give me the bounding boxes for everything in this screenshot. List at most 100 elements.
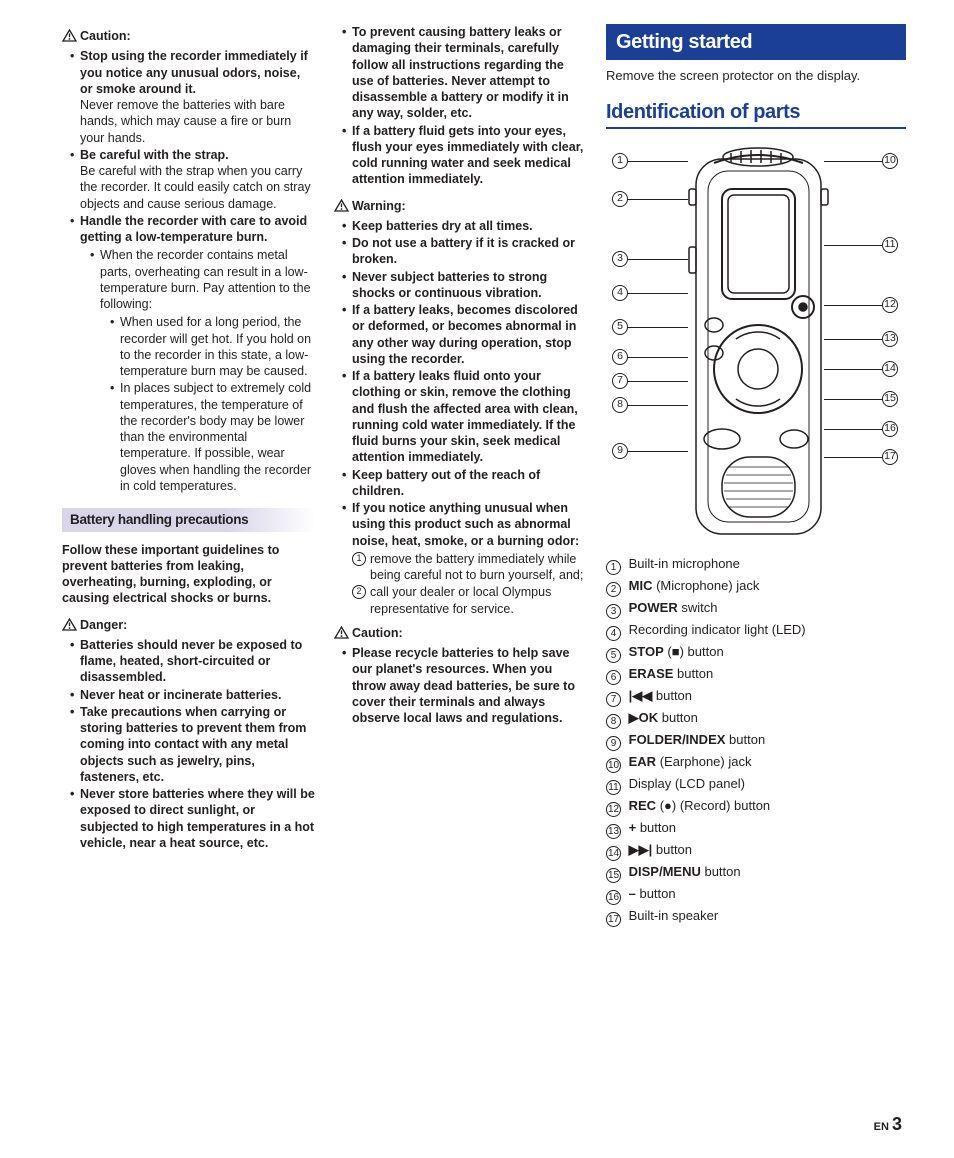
parts-diagram: 1234567891011121314151617 — [606, 139, 906, 549]
parts-list-item: 7 |◀◀ button — [606, 687, 906, 709]
callout-line — [824, 245, 882, 246]
column-3: Getting started Remove the screen protec… — [606, 24, 906, 929]
list-item: When used for a long period, the recorde… — [110, 314, 316, 379]
callout-line — [824, 339, 882, 340]
list-item: In places subject to extremely cold temp… — [110, 380, 316, 494]
parts-list-item: 9 FOLDER/INDEX button — [606, 731, 906, 753]
list-item: Be careful with the strap.Be careful wit… — [70, 147, 316, 212]
column-2: To prevent causing battery leaks or dama… — [334, 24, 588, 929]
parts-list-item: 8 ▶OK button — [606, 709, 906, 731]
parts-list-item: 13 + button — [606, 819, 906, 841]
callout-line — [628, 199, 688, 200]
list-item: Stop using the recorder immediately if y… — [70, 48, 316, 146]
callout-line — [628, 405, 688, 406]
battery-intro: Follow these important guidelines to pre… — [62, 542, 316, 607]
caution-label-2: Caution: — [352, 626, 403, 640]
callout-line — [628, 451, 688, 452]
enum-item: 1remove the battery immediately while be… — [352, 551, 588, 584]
parts-list-item: 3 POWER switch — [606, 599, 906, 621]
list-item: If a battery fluid gets into your eyes, … — [342, 123, 588, 188]
parts-list-item: 11 Display (LCD panel) — [606, 775, 906, 797]
getting-started-text: Remove the screen protector on the displ… — [606, 68, 906, 85]
parts-list-item: 1 Built-in microphone — [606, 555, 906, 577]
danger-header: Danger: — [62, 617, 316, 635]
callout-number: 16 — [882, 421, 898, 437]
caution-list: Stop using the recorder immediately if y… — [62, 48, 316, 494]
callout-line — [628, 259, 688, 260]
list-item: Never subject batteries to strong shocks… — [342, 269, 588, 302]
callout-number: 7 — [612, 373, 628, 389]
danger-label: Danger: — [80, 618, 127, 632]
callout-line — [628, 327, 688, 328]
parts-list-item: 15 DISP/MENU button — [606, 863, 906, 885]
list-item: Never heat or incinerate batteries. — [70, 687, 316, 703]
warning-icon — [334, 199, 349, 216]
warning-list: Keep batteries dry at all times.Do not u… — [334, 218, 588, 617]
callout-number: 9 — [612, 443, 628, 459]
parts-list-item: 10 EAR (Earphone) jack — [606, 753, 906, 775]
callout-line — [628, 357, 688, 358]
caution-label: Caution: — [80, 29, 131, 43]
battery-subsection-heading: Battery handling precautions — [62, 508, 316, 532]
callout-number: 12 — [882, 297, 898, 313]
parts-list-item: 6 ERASE button — [606, 665, 906, 687]
parts-list-item: 16 – button — [606, 885, 906, 907]
list-item: Please recycle batteries to help save ou… — [342, 645, 588, 726]
warning-icon — [62, 29, 77, 46]
callout-line — [824, 457, 882, 458]
identification-heading: Identification of parts — [606, 99, 906, 129]
caution-list-2: Please recycle batteries to help save ou… — [334, 645, 588, 726]
footer-page-number: 3 — [892, 1114, 902, 1134]
callout-number: 14 — [882, 361, 898, 377]
danger-list-cont: To prevent causing battery leaks or dama… — [334, 24, 588, 188]
list-item: Take precautions when carrying or storin… — [70, 704, 316, 785]
caution-header: Caution: — [62, 28, 316, 46]
sub-list: When the recorder contains metal parts, … — [80, 247, 316, 494]
callout-line — [628, 381, 688, 382]
list-item: When the recorder contains metal parts, … — [90, 247, 316, 494]
callout-number: 8 — [612, 397, 628, 413]
list-item: If a battery leaks, becomes discolored o… — [342, 302, 588, 367]
getting-started-heading: Getting started — [606, 24, 906, 60]
list-item: Keep battery out of the reach of childre… — [342, 467, 588, 500]
callout-number: 3 — [612, 251, 628, 267]
parts-list: 1 Built-in microphone2 MIC (Microphone) … — [606, 555, 906, 929]
warning-icon — [62, 618, 77, 635]
list-item: Never store batteries where they will be… — [70, 786, 316, 851]
callout-number: 13 — [882, 331, 898, 347]
list-item: Batteries should never be exposed to fla… — [70, 637, 316, 686]
page-columns: Caution: Stop using the recorder immedia… — [62, 24, 906, 929]
parts-list-item: 2 MIC (Microphone) jack — [606, 577, 906, 599]
list-item: Handle the recorder with care to avoid g… — [70, 213, 316, 494]
callout-number: 10 — [882, 153, 898, 169]
callout-line — [824, 161, 882, 162]
list-item: Keep batteries dry at all times. — [342, 218, 588, 234]
column-1: Caution: Stop using the recorder immedia… — [62, 24, 316, 929]
list-item: Do not use a battery if it is cracked or… — [342, 235, 588, 268]
callout-number: 1 — [612, 153, 628, 169]
parts-list-item: 12 REC (●) (Record) button — [606, 797, 906, 819]
callout-number: 2 — [612, 191, 628, 207]
list-item: If you notice anything unusual when usin… — [342, 500, 588, 617]
parts-list-item: 4 Recording indicator light (LED) — [606, 621, 906, 643]
callout-line — [824, 369, 882, 370]
list-item: To prevent causing battery leaks or dama… — [342, 24, 588, 122]
warning-header: Warning: — [334, 198, 588, 216]
callout-line — [824, 399, 882, 400]
footer-lang: EN — [874, 1121, 889, 1133]
callout-line — [628, 293, 688, 294]
recorder-device-illustration — [686, 139, 831, 544]
parts-list-item: 14 ▶▶| button — [606, 841, 906, 863]
callout-number: 4 — [612, 285, 628, 301]
enum-item: 2call your dealer or local Olympus repre… — [352, 584, 588, 617]
parts-list-item: 17 Built-in speaker — [606, 907, 906, 929]
caution-header-2: Caution: — [334, 625, 588, 643]
callout-number: 6 — [612, 349, 628, 365]
parts-list-item: 5 STOP (■) button — [606, 643, 906, 665]
callout-line — [824, 429, 882, 430]
callout-number: 15 — [882, 391, 898, 407]
sub-list: When used for a long period, the recorde… — [100, 314, 316, 494]
list-item: If a battery leaks fluid onto your cloth… — [342, 368, 588, 466]
callout-line — [824, 305, 882, 306]
callout-number: 5 — [612, 319, 628, 335]
